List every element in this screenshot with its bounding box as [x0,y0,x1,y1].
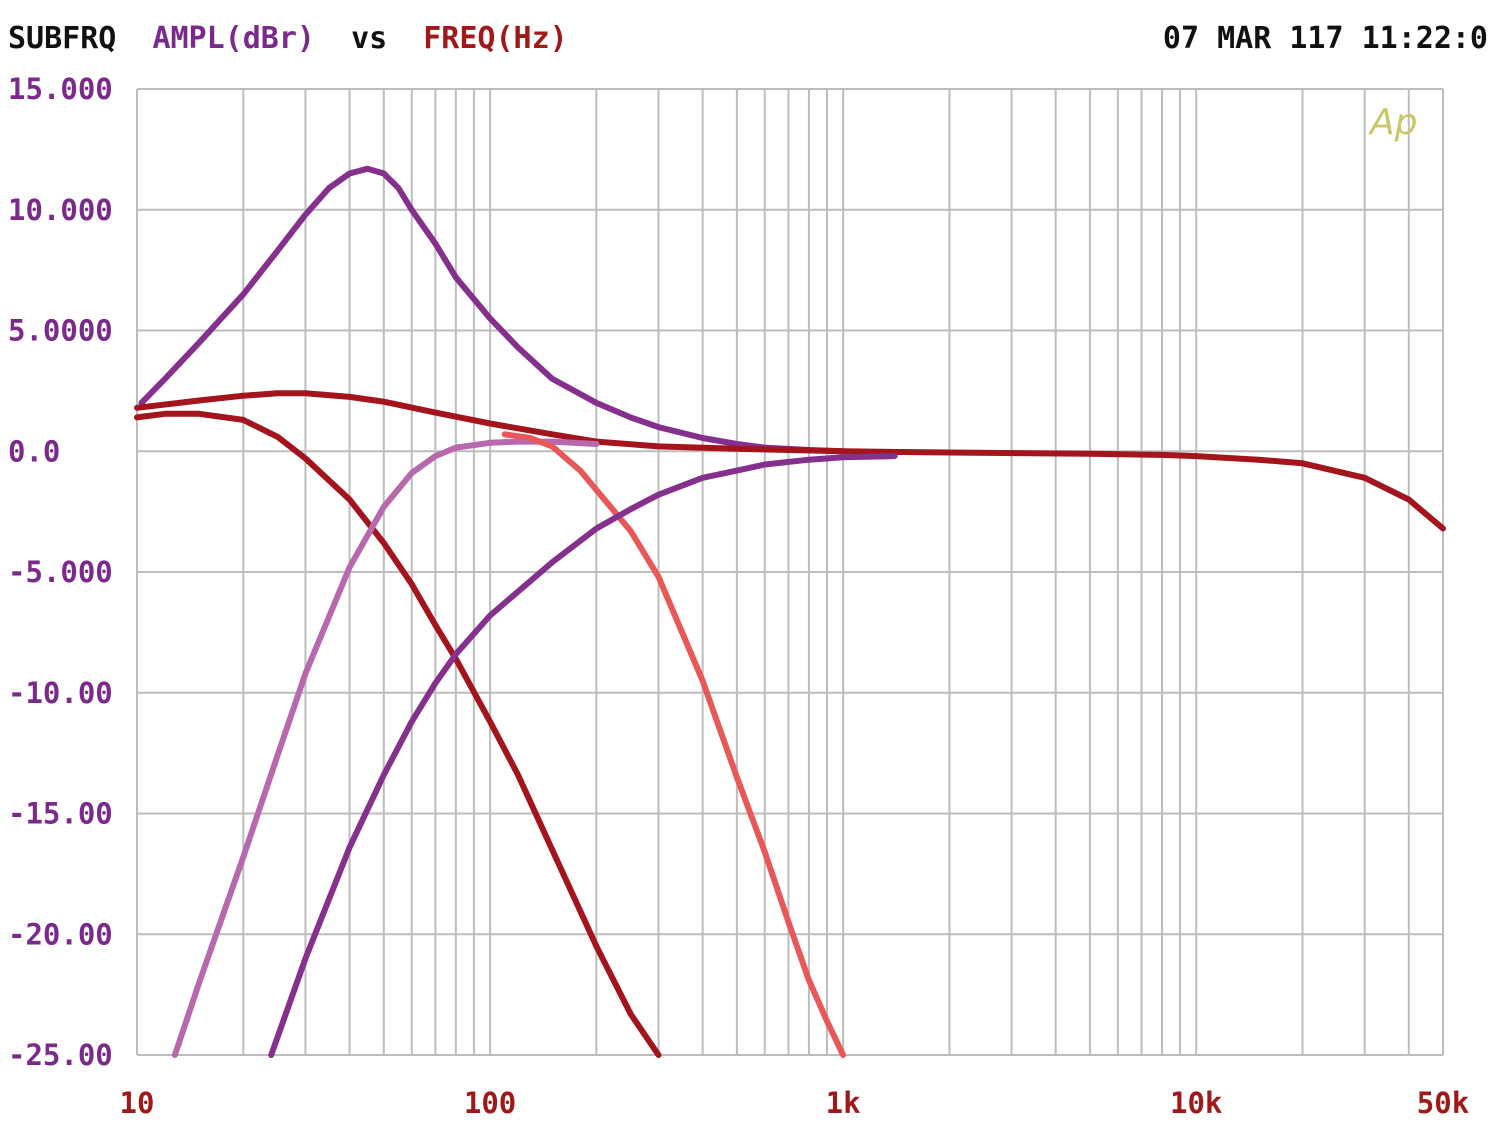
header-title-prefix: SUBFRQ [8,21,116,56]
series-line-4 [171,438,600,1058]
y-tick-label: 5.0000 [8,314,113,348]
y-tick-label: -15.00 [8,797,113,831]
x-axis-tick-labels: 10 100 1k 10k 50k [120,1086,1470,1120]
y-tick-label: 0.0 [8,434,60,468]
x-tick-label: 50k [1417,1086,1469,1120]
ap-logo: Ap [1368,102,1417,143]
x-tick-label: 10k [1170,1086,1222,1120]
series-line-6 [268,453,898,1058]
curves [134,165,1446,1058]
series-line-1 [138,165,847,455]
grid [136,88,1444,1056]
chart-header: SUBFRQ AMPL(dBr) vs FREQ(Hz) [8,21,568,56]
y-tick-label: -25.00 [8,1038,113,1072]
series-line-5 [501,431,847,1058]
y-tick-label: -10.00 [8,676,113,710]
header-x-quantity: FREQ(Hz) [423,21,568,56]
y-tick-label: -5.000 [8,555,113,589]
header-vs: vs [351,21,387,56]
x-tick-label: 1k [826,1086,861,1120]
y-tick-label: -20.00 [8,917,113,951]
x-tick-label: 100 [464,1086,516,1120]
header-y-quantity: AMPL(dBr) [152,21,315,56]
y-tick-label: 15.000 [8,72,113,106]
y-axis-tick-labels: 15.000 10.000 5.0000 0.0 -5.000 -10.00 -15.00 -… [8,72,113,1072]
y-tick-label: 10.000 [8,193,113,227]
series-line-2 [134,390,1446,532]
timestamp: 07 MAR 117 11:22:0 [1163,21,1488,56]
x-tick-label: 10 [120,1086,155,1120]
series-line-3 [134,410,662,1058]
